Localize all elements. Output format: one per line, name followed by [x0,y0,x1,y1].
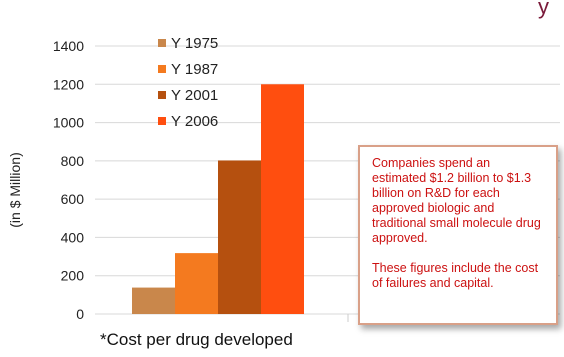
title-fragment: y [538,0,549,19]
bar [175,253,218,314]
legend-swatch [158,39,166,47]
legend-label: Y 2006 [171,113,218,130]
legend: Y 1975 Y 1987 Y 2001 Y 2006 [158,35,218,130]
y-axis-ticks: 0 200 400 600 800 1000 1200 1400 [53,38,84,322]
legend-swatch [158,65,166,73]
legend-label: Y 1987 [171,61,218,78]
y-tick-label: 0 [76,306,84,322]
y-tick-label: 800 [61,153,85,169]
y-tick-label: 1200 [53,76,84,92]
y-axis-label: (in $ Million) [7,152,23,227]
y-tick-label: 400 [61,229,85,245]
legend-swatch [158,117,166,125]
legend-swatch [158,91,166,99]
legend-label: Y 1975 [171,35,218,52]
y-tick-label: 1000 [53,115,84,131]
legend-label: Y 2001 [171,87,218,104]
y-tick-label: 200 [61,268,85,284]
footnote: *Cost per drug developed [100,330,293,349]
bar [218,160,261,314]
bar [261,84,304,315]
callout-paragraph-2: These figures include the cost of failur… [372,261,539,290]
bars [132,84,304,315]
bar [132,287,175,314]
y-tick-label: 1400 [53,38,84,54]
callout-box: Companies spend an estimated $1.2 billio… [358,145,558,325]
callout-paragraph-1: Companies spend an estimated $1.2 billio… [372,156,541,245]
y-tick-label: 600 [61,191,85,207]
